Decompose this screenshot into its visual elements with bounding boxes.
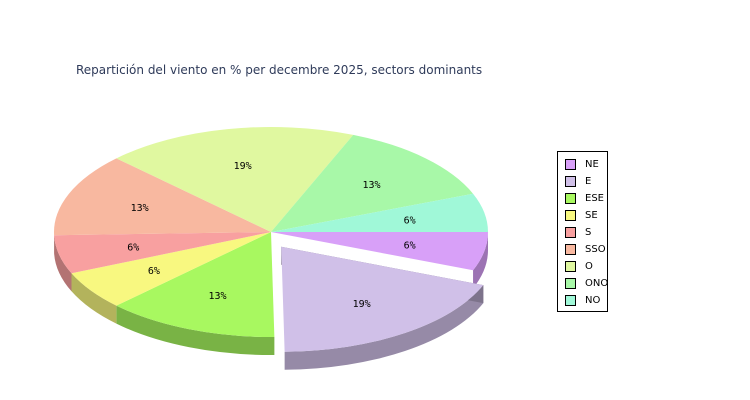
legend-swatch bbox=[565, 277, 576, 289]
pie-slice-ono bbox=[271, 134, 474, 232]
slice-label-e: 19% bbox=[353, 299, 371, 310]
pie-side-ese bbox=[116, 305, 275, 355]
legend-label: SE bbox=[585, 209, 598, 221]
legend-swatch bbox=[565, 209, 576, 221]
pie-slice-ese bbox=[116, 232, 275, 337]
legend-item-no: NO bbox=[565, 294, 600, 306]
pie-side-se bbox=[71, 273, 117, 324]
slice-label-ono: 13% bbox=[362, 180, 380, 191]
legend-label: ESE bbox=[585, 192, 604, 204]
legend-item-e: E bbox=[565, 175, 591, 187]
legend-label: NO bbox=[585, 294, 601, 306]
slice-label-no: 6% bbox=[404, 215, 416, 226]
legend-swatch bbox=[565, 294, 576, 306]
pie-slice-e bbox=[281, 246, 484, 352]
pie-slice-se bbox=[71, 232, 271, 306]
legend-label: O bbox=[585, 260, 593, 272]
slice-label-o: 19% bbox=[234, 161, 252, 172]
slice-label-ese: 13% bbox=[208, 291, 226, 302]
legend-swatch bbox=[565, 260, 576, 272]
legend-item-se: SE bbox=[565, 209, 598, 221]
legend-label: ONO bbox=[585, 277, 609, 289]
legend-item-s: S bbox=[565, 226, 591, 238]
legend-item-sso: SSO bbox=[565, 243, 606, 255]
legend-label: NE bbox=[585, 158, 599, 170]
slice-label-ne: 6% bbox=[404, 241, 416, 252]
pie-side-s bbox=[54, 235, 72, 292]
legend-item-ono: ONO bbox=[565, 277, 608, 289]
legend-swatch bbox=[565, 175, 576, 187]
slice-label-sso: 13% bbox=[131, 203, 149, 214]
pie-slice-ne bbox=[271, 232, 488, 271]
pie-slice-o bbox=[116, 127, 354, 232]
legend-swatch bbox=[565, 192, 576, 204]
pie-slice-no bbox=[271, 193, 488, 232]
pie-slice-sso bbox=[54, 158, 271, 236]
legend-label: E bbox=[585, 175, 592, 187]
legend-swatch bbox=[565, 226, 576, 238]
pie-slice-s bbox=[54, 232, 271, 274]
legend-label: S bbox=[585, 226, 592, 238]
legend-item-ne: NE bbox=[565, 158, 599, 170]
pie-side-e bbox=[284, 285, 484, 370]
legend-swatch bbox=[565, 158, 576, 170]
slice-label-s: 6% bbox=[127, 243, 139, 254]
legend-item-ese: ESE bbox=[565, 192, 604, 204]
pie-side-ne bbox=[473, 232, 488, 289]
legend-label: SSO bbox=[585, 243, 606, 255]
slice-label-se: 6% bbox=[148, 266, 160, 277]
legend-item-o: O bbox=[565, 260, 593, 272]
legend-swatch bbox=[565, 243, 576, 255]
chart-legend: NE E ESE SE S SSO O ONO NO bbox=[557, 151, 608, 312]
chart-title: Repartición del viento en % per decembre… bbox=[76, 63, 483, 77]
